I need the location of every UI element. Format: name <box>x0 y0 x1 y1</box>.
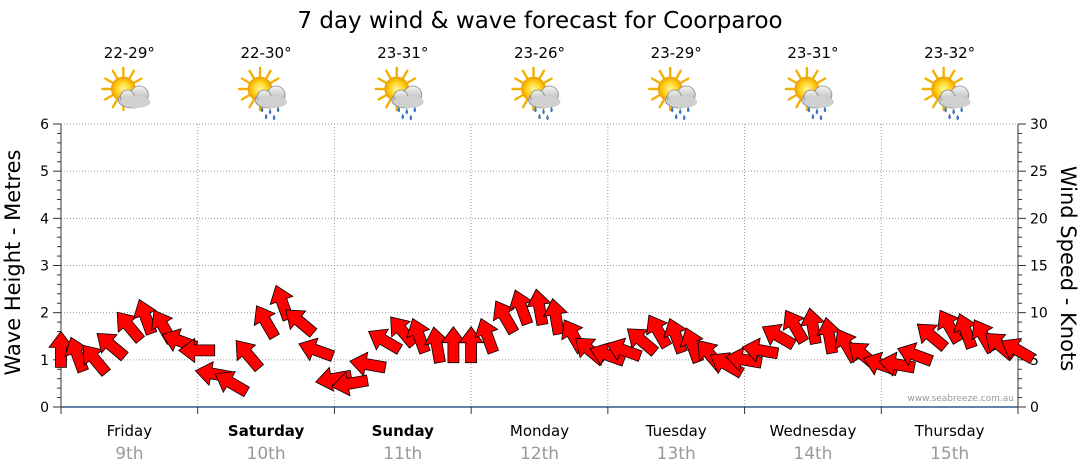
y2-tick-label: 15 <box>1030 259 1048 275</box>
chart-title: 7 day wind & wave forecast for Coorparoo <box>297 8 782 34</box>
wind-arrow <box>214 371 250 398</box>
temperature-range-label: 23-31° <box>377 44 428 62</box>
y2-tick-label: 30 <box>1030 117 1048 133</box>
grid-lines <box>61 124 1018 407</box>
y-tick-label: 2 <box>40 306 49 322</box>
wind-arrow <box>897 342 934 367</box>
day-name-label: Sunday <box>372 422 435 440</box>
wind-arrow <box>725 346 763 372</box>
day-date-label: 12th <box>520 444 559 464</box>
wind-arrow <box>761 323 797 351</box>
temperature-range-label: 23-29° <box>651 44 702 62</box>
wind-arrow <box>937 309 964 345</box>
temperature-range-label: 23-26° <box>514 44 565 62</box>
day-date-label: 9th <box>115 444 143 464</box>
wind-arrow <box>474 317 499 355</box>
day-name-label: Thursday <box>914 422 985 440</box>
y-tick-label: 1 <box>40 353 49 369</box>
wind-arrow <box>82 344 111 377</box>
day-name-label: Tuesday <box>645 422 707 440</box>
y2-tick-label: 20 <box>1030 211 1048 227</box>
wind-arrow <box>1000 338 1037 365</box>
y-tick-label: 5 <box>40 164 49 180</box>
wind-arrow <box>285 309 318 338</box>
y-axis-title: Wave Height - Metres <box>1 150 25 376</box>
wind-arrow <box>916 323 950 353</box>
wind-arrow <box>64 336 89 374</box>
y-tick-label: 3 <box>40 259 49 275</box>
y2-tick-label: 10 <box>1030 306 1048 322</box>
showers-icon <box>374 66 424 121</box>
wind-arrow <box>178 337 216 364</box>
wind-arrow <box>878 351 916 377</box>
wind-arrow <box>298 337 336 362</box>
wind-arrow <box>423 326 450 364</box>
wind-arrow <box>782 309 810 345</box>
wind-arrow <box>709 352 745 379</box>
wind-arrow <box>349 351 387 377</box>
watermark-text: www.seabreeze.com.au <box>907 394 1014 404</box>
showers-icon <box>921 66 971 121</box>
wind-arrow <box>48 330 74 368</box>
temperature-range-label: 22-29° <box>104 44 155 62</box>
wind-arrow <box>816 316 842 355</box>
day-name-label: Wednesday <box>770 422 857 440</box>
day-date-label: 13th <box>657 444 696 464</box>
showers-icon <box>237 66 288 121</box>
wind-arrow <box>132 298 158 336</box>
temperature-range-label: 23-31° <box>787 44 838 62</box>
showers-icon <box>784 66 834 121</box>
showers-icon <box>511 66 561 121</box>
y2-tick-label: 0 <box>1030 400 1039 416</box>
temperature-range-label: 23-32° <box>924 44 975 62</box>
day-name-label: Saturday <box>228 422 305 440</box>
wind-arrow <box>508 289 534 327</box>
wind-arrow <box>605 337 643 362</box>
wind-arrow <box>116 311 146 344</box>
day-name-label: Friday <box>107 422 153 440</box>
wind-arrow <box>492 300 520 336</box>
day-name-label: Monday <box>510 422 569 440</box>
wind-arrow <box>646 314 673 350</box>
temperature-range-label: 22-30° <box>241 44 292 62</box>
day-labels: Friday 9th Saturday 10th Sunday 11th Monday 12t… <box>107 422 985 464</box>
wind-arrow <box>440 326 467 364</box>
y2-axis-title: Wind Speed - Knots <box>1056 166 1080 371</box>
partly-cloudy-icon <box>101 66 151 112</box>
y2-tick-label: 25 <box>1030 164 1048 180</box>
wind-arrow <box>96 333 129 362</box>
day-date-label: 15th <box>930 444 969 464</box>
day-date-label: 10th <box>247 444 286 464</box>
wind-arrow <box>741 337 780 363</box>
axes: 0 1 2 3 4 5 6 0 5 10 15 20 25 30 <box>40 117 1048 416</box>
day-date-label: 11th <box>383 444 422 464</box>
y2-tick-label: 5 <box>1030 353 1039 369</box>
wind-arrow <box>953 313 978 350</box>
y-tick-label: 0 <box>40 400 49 416</box>
wind-arrows <box>48 284 1037 398</box>
weather-header: 22-29° 22-30° 23-31° 23-26° 23-29° 23-31° 23-3… <box>101 44 975 121</box>
wind-arrow <box>253 305 280 341</box>
y-tick-label: 4 <box>40 211 49 227</box>
y-tick-label: 6 <box>40 117 49 133</box>
wind-arrow <box>367 328 404 355</box>
day-date-label: 14th <box>793 444 832 464</box>
wind-arrow <box>235 340 265 373</box>
showers-icon <box>648 66 698 121</box>
wind-arrow <box>626 328 660 357</box>
